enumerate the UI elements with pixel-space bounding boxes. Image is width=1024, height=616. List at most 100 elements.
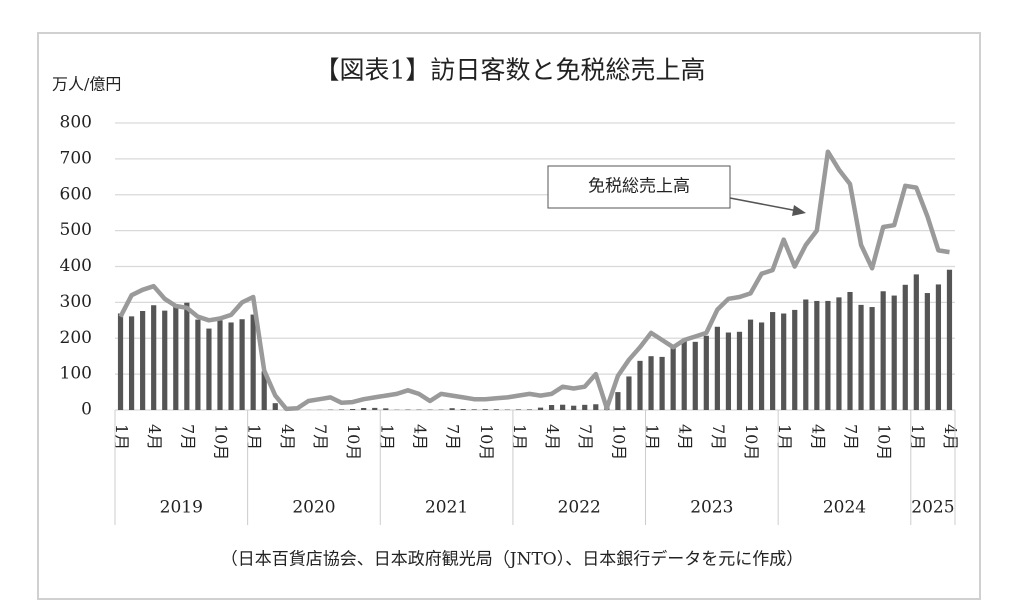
frame: [37, 32, 981, 600]
bar: [582, 404, 588, 410]
bar: [792, 309, 798, 410]
bar: [836, 297, 842, 410]
bar: [140, 310, 146, 410]
bar: [449, 408, 455, 410]
annotation-arrow: [729, 197, 799, 212]
bar: [615, 392, 621, 410]
group-label: 2023: [690, 498, 733, 518]
bar: [206, 328, 212, 410]
annotation-box: [547, 165, 731, 209]
bar: [173, 306, 179, 410]
bar: [758, 322, 765, 410]
x-tick-label: 1月: [775, 424, 794, 450]
bar: [814, 300, 820, 410]
x-tick-label: 10月: [609, 424, 628, 460]
x-tick-label: 1月: [510, 424, 529, 450]
bar: [593, 404, 599, 410]
bar: [128, 316, 135, 410]
note: （日本百貨店協会、日本政府観光局（JNTO）、日本銀行データを元に作成）: [221, 549, 803, 570]
y-tick-label: 400: [60, 256, 92, 276]
bar: [924, 293, 930, 410]
bar: [560, 404, 566, 410]
x-tick-label: 7月: [576, 424, 595, 450]
bar: [847, 291, 853, 410]
x-tick-label: 1月: [112, 424, 131, 450]
bar: [571, 405, 577, 410]
bar: [670, 344, 676, 410]
bar: [217, 320, 223, 410]
annotation: 免税総売上高: [588, 177, 690, 197]
x-tick-label: 7月: [444, 424, 463, 450]
x-tick-label: 4月: [543, 424, 562, 450]
bar: [880, 291, 886, 410]
x-tick-label: 1月: [643, 424, 662, 450]
x-tick-label: 7月: [709, 424, 728, 450]
bar: [714, 326, 720, 410]
arrow-head: [792, 205, 806, 216]
bar: [648, 356, 654, 410]
y-tick-label: 100: [60, 364, 92, 384]
bar: [803, 299, 809, 410]
y-tick-label: 200: [60, 328, 92, 348]
bar: [869, 307, 875, 410]
bar: [471, 409, 477, 410]
x-tick-label: 4月: [145, 424, 164, 450]
bar: [261, 371, 267, 410]
bar: [537, 407, 544, 410]
y-tick-label: 0: [81, 400, 92, 420]
bar: [736, 331, 743, 410]
bar: [117, 313, 124, 410]
bar: [482, 409, 488, 410]
bar: [770, 312, 776, 410]
bar: [946, 269, 953, 410]
x-tick-label: 4月: [410, 424, 429, 450]
x-tick-label: 4月: [808, 424, 827, 450]
bar: [548, 405, 555, 410]
y-tick-label: 700: [60, 148, 92, 168]
x-tick-label: 10月: [875, 424, 894, 460]
x-tick-label: 10月: [212, 424, 231, 460]
bar: [184, 302, 190, 410]
bar: [781, 313, 787, 410]
bar: [725, 332, 732, 410]
bar: [626, 376, 632, 410]
x-tick-label: 7月: [842, 424, 861, 450]
bar: [659, 356, 665, 410]
bar: [162, 310, 168, 410]
x-tick-label: 4月: [941, 424, 960, 450]
bar: [239, 319, 245, 410]
bar: [913, 274, 919, 410]
group-label: 2022: [558, 498, 601, 518]
bar: [372, 407, 378, 410]
bar: [747, 319, 754, 410]
bar: [361, 407, 367, 410]
x-tick-label: 7月: [311, 424, 330, 450]
x-tick-label: 7月: [178, 424, 197, 450]
x-tick-label: 4月: [676, 424, 695, 450]
bar: [228, 322, 234, 410]
bar: [151, 305, 157, 410]
bar: [902, 284, 908, 410]
x-tick-label: 10月: [477, 424, 496, 460]
bar: [935, 284, 942, 410]
x-tick-label: 1月: [245, 424, 264, 450]
line: [118, 149, 950, 412]
bar: [272, 403, 278, 410]
group-label: 2024: [823, 498, 866, 518]
bar: [526, 409, 533, 410]
bar: [858, 304, 864, 410]
bar: [493, 409, 499, 410]
x-tick-label: 1月: [377, 424, 396, 450]
bar: [338, 409, 345, 410]
bar: [460, 409, 466, 410]
plot: 0 100 200 300 400 500 600 700 800 1月 4月 7月 10月 1月 4月 7月…: [60, 113, 960, 525]
bar: [692, 341, 698, 410]
x-tick-label: 10月: [344, 424, 363, 460]
group-label: 2021: [425, 498, 468, 518]
y-axis-label: 万人/億円: [52, 75, 121, 94]
y-tick-label: 600: [60, 184, 92, 204]
group-label: 2020: [292, 498, 335, 518]
bar: [383, 408, 389, 410]
